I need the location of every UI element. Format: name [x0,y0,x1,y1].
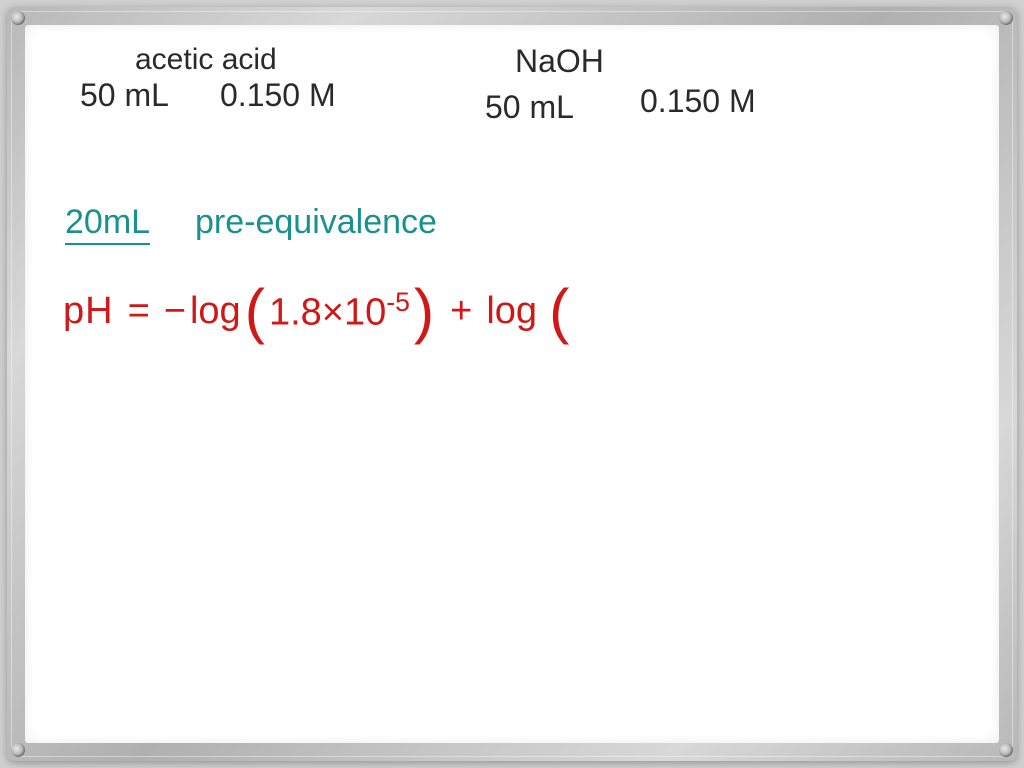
base-label: NaOH [515,43,604,80]
eq-log1: log [190,290,241,333]
eq-plus: + [450,290,472,333]
paren-open-icon: ( [245,287,265,336]
corner-rivet [999,743,1013,757]
condition-volume: 20mL [65,203,150,242]
acid-concentration: 0.150 M [220,77,336,114]
paren-open-icon: ( [549,287,569,336]
eq-log2: log [486,290,537,333]
corner-rivet [11,743,25,757]
corner-rivet [999,11,1013,25]
acid-label: acetic acid [135,43,277,77]
base-volume: 50 mL [485,89,574,126]
condition-label: pre-equivalence [195,203,437,242]
whiteboard-surface: acetic acid 50 mL 0.150 M NaOH 50 mL 0.1… [25,25,999,743]
paren-close-icon: ) [414,287,434,336]
ph-equation: pH = − log ( 1.8×10-5 ) + log ( [63,287,569,336]
eq-equals: = [128,290,150,333]
base-concentration: 0.150 M [640,83,756,120]
eq-lhs: pH [63,290,114,333]
eq-ka: 1.8×10-5 [269,287,410,335]
eq-neg: − [164,290,186,333]
whiteboard-frame: acetic acid 50 mL 0.150 M NaOH 50 mL 0.1… [7,7,1017,761]
corner-rivet [11,11,25,25]
acid-volume: 50 mL [80,77,169,114]
